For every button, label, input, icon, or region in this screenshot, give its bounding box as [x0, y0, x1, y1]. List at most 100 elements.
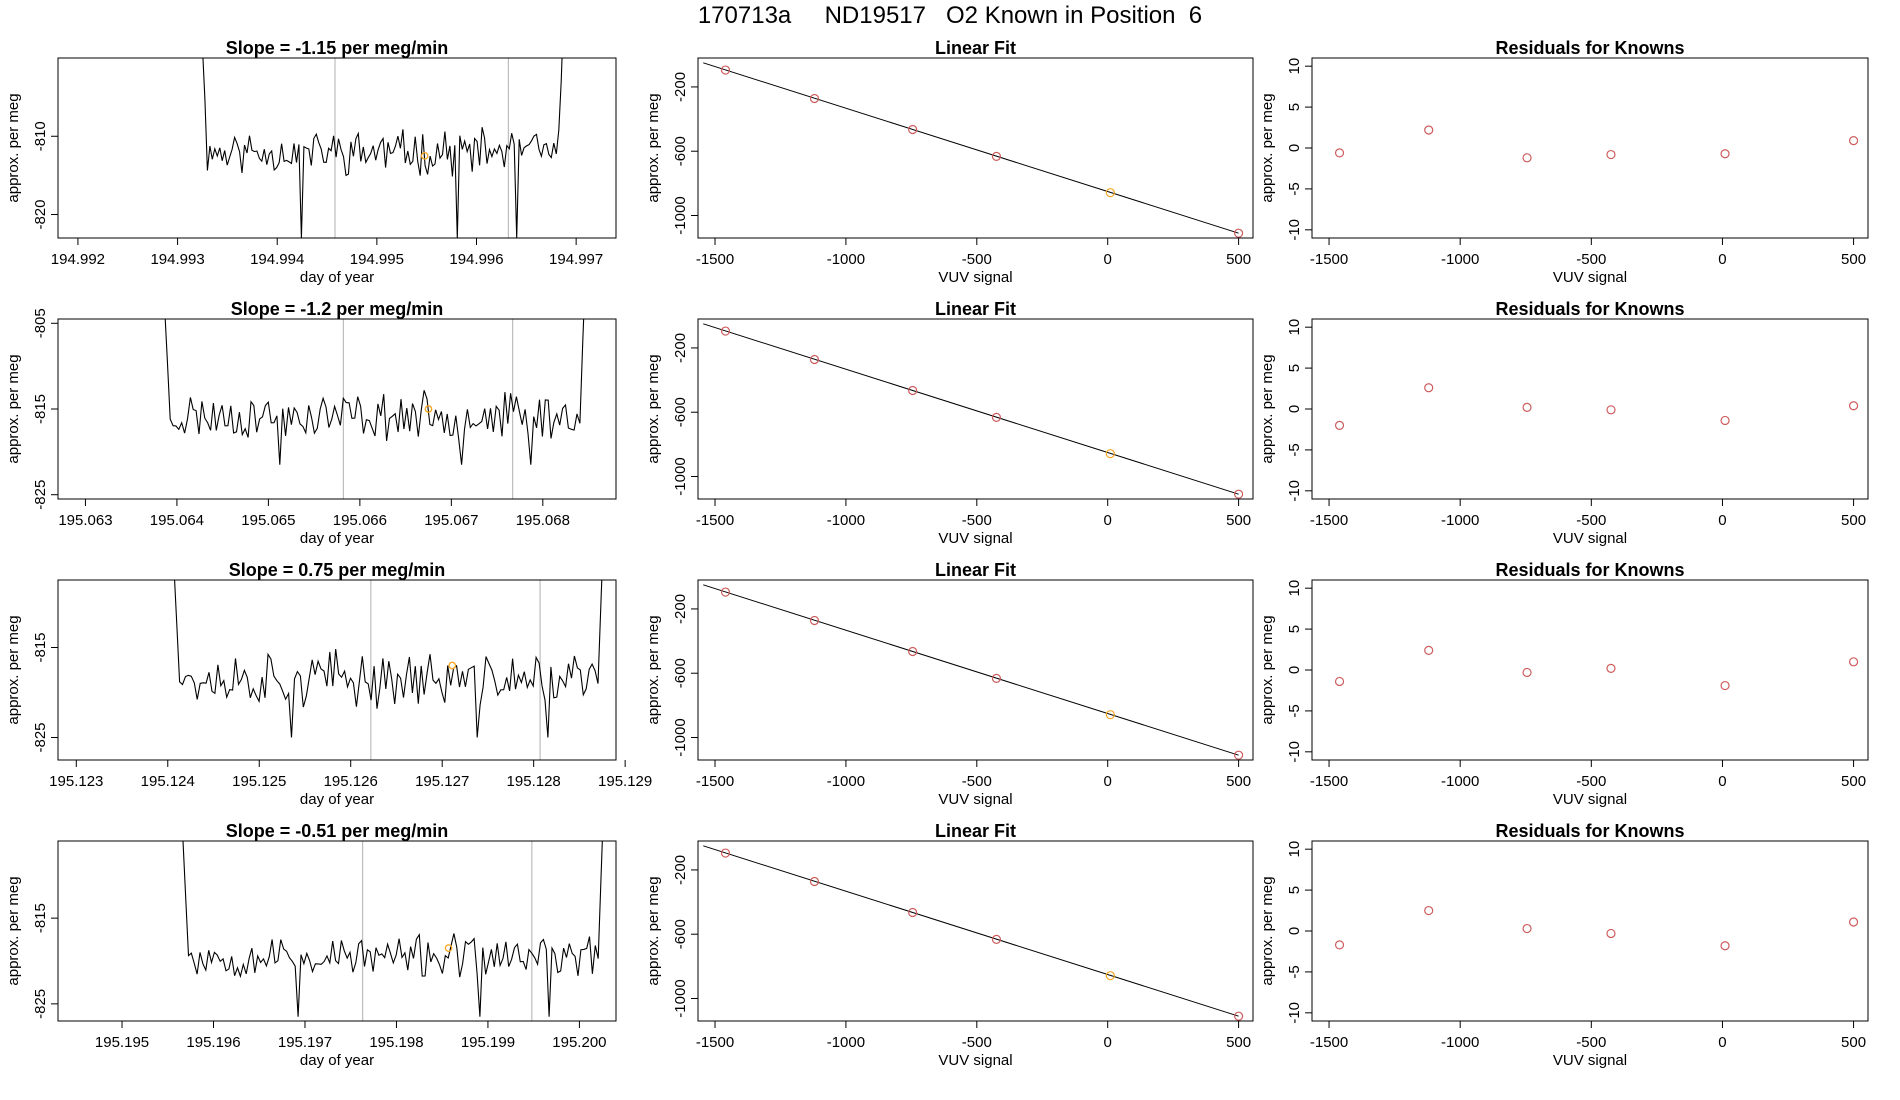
- data-point: [1424, 905, 1434, 916]
- data-point: [908, 385, 918, 396]
- x-tick-label: -1500: [696, 512, 734, 529]
- data-point: [1848, 917, 1859, 927]
- data-point: [1424, 125, 1434, 135]
- highlight-point: [424, 405, 433, 413]
- x-tick-label: -500: [962, 1034, 992, 1051]
- x-tick-label: -1500: [696, 773, 734, 790]
- data-point: [1424, 383, 1434, 393]
- data-point: [1720, 415, 1730, 426]
- y-tick-label: -600: [672, 658, 689, 688]
- x-tick-label: 195.123: [49, 773, 103, 790]
- x-tick-label: 195.067: [424, 512, 478, 529]
- data-point: [1848, 401, 1859, 411]
- highlight-point: [1105, 449, 1115, 459]
- data-point: [1606, 149, 1616, 160]
- fit-line: [703, 845, 1239, 1017]
- plot-area: [174, 580, 603, 760]
- x-tick-label: -500: [1576, 1034, 1606, 1051]
- y-tick-label: 0: [1286, 405, 1303, 413]
- data-point: [1522, 153, 1532, 163]
- chart-title: Residuals for Knowns: [1495, 560, 1684, 580]
- data-point: [1606, 405, 1616, 415]
- x-tick-label: 500: [1226, 512, 1251, 529]
- y-tick-label: -1000: [672, 979, 689, 1017]
- highlight-point: [1105, 188, 1115, 198]
- y-tick-label: -5: [1286, 443, 1303, 456]
- x-axis-label: VUV signal: [1553, 791, 1627, 808]
- y-tick-label: -10: [1286, 1002, 1303, 1024]
- highlight-point: [1105, 971, 1115, 981]
- axes-frame: [697, 840, 1254, 1022]
- fit-line: [703, 584, 1239, 756]
- x-axis-label: VUV signal: [938, 530, 1012, 547]
- chart-panel-timeseries-row2: Slope = -1.2 per meg/min 195.063 195.064 19…: [5, 299, 617, 547]
- x-tick-label: 195.128: [507, 773, 561, 790]
- y-tick-label: -200: [672, 72, 689, 102]
- x-tick-label: 194.997: [549, 251, 603, 268]
- x-tick-label: -500: [1576, 512, 1606, 529]
- y-tick-label: -10: [1286, 480, 1303, 502]
- data-point: [1522, 667, 1532, 678]
- chart-panel-residuals-row4: Residuals for Knowns -1500 -1000 -500 0 500 10…: [1259, 821, 1869, 1069]
- data-point: [1522, 923, 1532, 934]
- y-axis-label: approx. per meg: [645, 93, 662, 202]
- x-tick-label: 500: [1226, 251, 1251, 268]
- data-series-line: [164, 319, 585, 465]
- plot-area: [703, 845, 1244, 1021]
- data-series-line: [202, 58, 563, 238]
- data-point: [1522, 402, 1532, 412]
- y-axis-label: approx. per meg: [645, 615, 662, 724]
- y-tick-label: -810: [32, 121, 49, 151]
- data-point: [720, 587, 731, 597]
- chart-panel-timeseries-row4: Slope = -0.51 per meg/min 195.195 195.196 1…: [5, 821, 617, 1069]
- plot-area: [164, 319, 585, 499]
- x-tick-label: 195.064: [150, 512, 204, 529]
- x-axis-label: VUV signal: [1553, 269, 1627, 286]
- plot-area: [1334, 905, 1859, 951]
- data-point: [809, 93, 820, 104]
- y-tick-label: -825: [32, 722, 49, 752]
- x-tick-label: 0: [1718, 251, 1726, 268]
- y-tick-label: 5: [1286, 364, 1303, 372]
- x-tick-label: -500: [962, 512, 992, 529]
- plot-area: [703, 62, 1244, 238]
- y-axis-label: approx. per meg: [1259, 354, 1276, 463]
- x-tick-label: -1500: [1310, 773, 1348, 790]
- data-point: [1334, 148, 1345, 158]
- axes-frame: [1311, 318, 1869, 500]
- y-tick-label: 5: [1286, 886, 1303, 894]
- y-tick-label: -200: [672, 855, 689, 885]
- x-tick-label: -1000: [1441, 512, 1479, 529]
- y-tick-label: -815: [32, 903, 49, 933]
- x-tick-label: 500: [1841, 1034, 1866, 1051]
- x-tick-label: -1500: [1310, 251, 1348, 268]
- data-point: [1234, 489, 1244, 499]
- y-tick-label: 0: [1286, 666, 1303, 674]
- x-tick-label: 195.129: [598, 773, 652, 790]
- axes-frame: [57, 57, 617, 239]
- data-point: [1234, 750, 1244, 760]
- y-tick-label: 10: [1286, 580, 1303, 597]
- chart-panel-linear-fit-row3: Linear Fit -1500 -1000 -500 0 500 -200 -600 -100…: [645, 560, 1254, 808]
- x-tick-label: -500: [1576, 251, 1606, 268]
- data-point: [991, 151, 1002, 161]
- axes-frame: [57, 318, 617, 500]
- axes-frame: [697, 318, 1254, 500]
- chart-title: Slope = -1.15 per meg/min: [226, 38, 449, 58]
- y-tick-label: -600: [672, 919, 689, 949]
- y-axis-label: approx. per meg: [645, 354, 662, 463]
- chart-title: Slope = -0.51 per meg/min: [226, 821, 449, 841]
- data-series-line: [174, 580, 603, 738]
- data-point: [1234, 1011, 1244, 1021]
- x-tick-label: 195.195: [95, 1034, 149, 1051]
- x-axis-label: day of year: [300, 530, 374, 547]
- highlight-point: [1105, 710, 1115, 720]
- x-tick-label: -500: [1576, 773, 1606, 790]
- x-tick-label: 0: [1104, 251, 1112, 268]
- x-tick-label: 195.125: [232, 773, 286, 790]
- data-point: [1848, 136, 1859, 146]
- chart-title: Residuals for Knowns: [1495, 821, 1684, 841]
- x-tick-label: 500: [1841, 773, 1866, 790]
- data-point: [720, 65, 731, 75]
- chart-title: Linear Fit: [935, 38, 1016, 58]
